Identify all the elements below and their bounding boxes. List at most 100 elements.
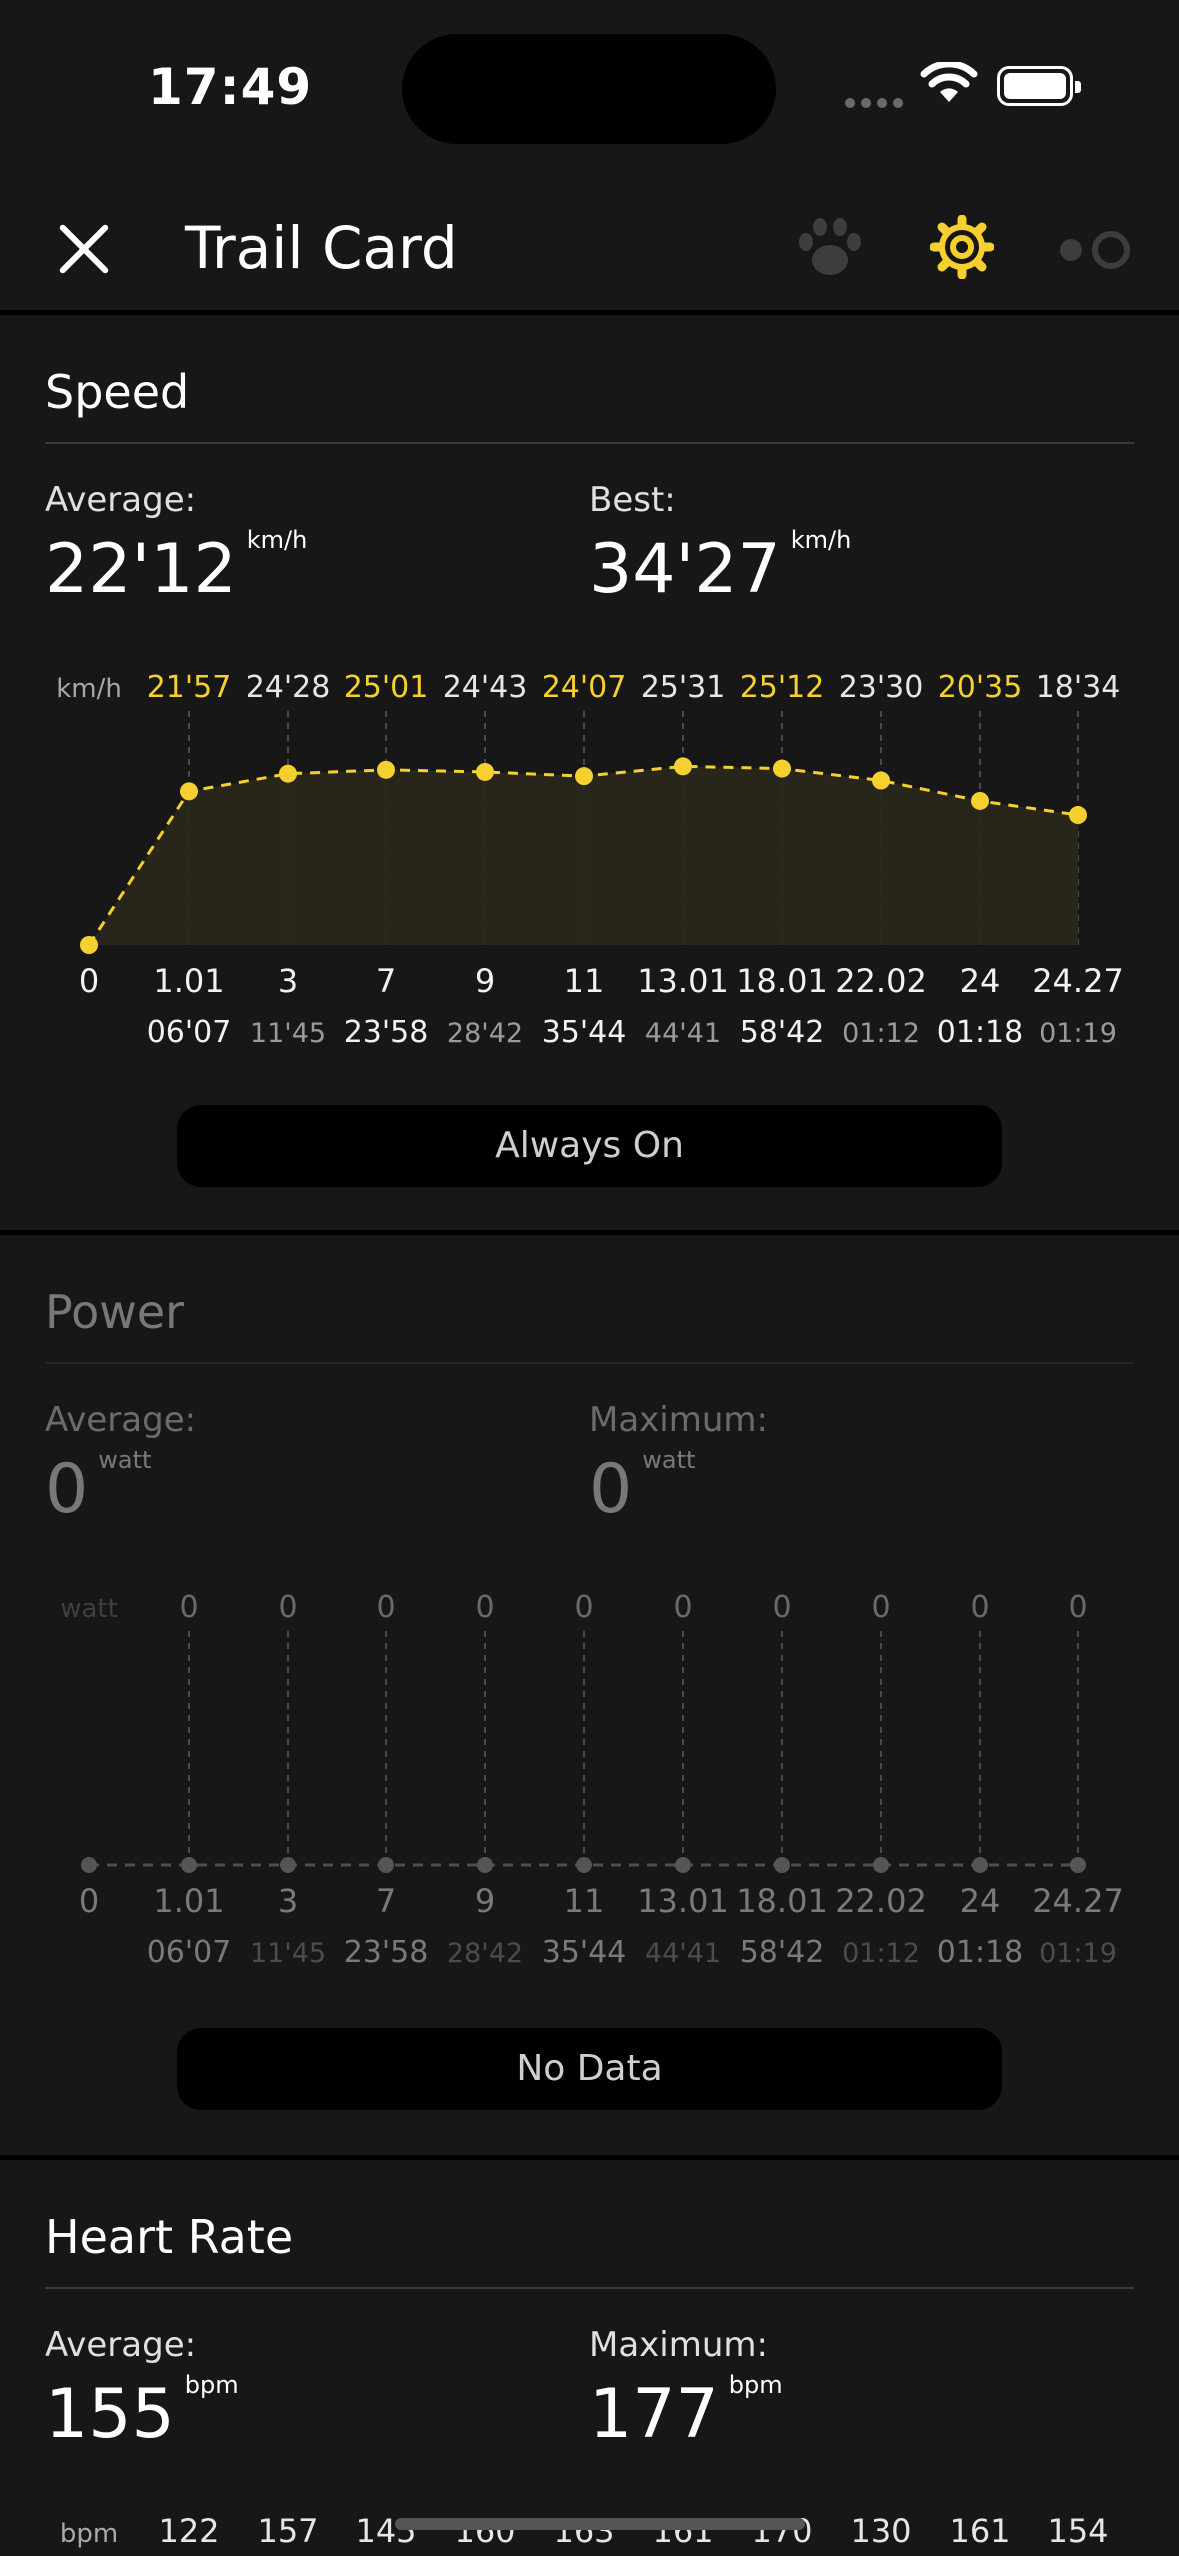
chart-x-distance-label: 0 bbox=[79, 962, 99, 1000]
heart-rate-title-divider bbox=[45, 2287, 1134, 2289]
power-max-unit: watt bbox=[642, 1446, 696, 1474]
heart-rate-card: Heart Rate Average: 155 bpm Maximum: 177 b… bbox=[0, 2160, 1179, 2556]
power-card: Power Average: 0 watt Maximum: 0 watt watt… bbox=[0, 1235, 1179, 2155]
heart-rate-average-label: Average: bbox=[45, 2325, 197, 2365]
chart-area-fill bbox=[89, 766, 1078, 945]
chart-segment-label: 0 bbox=[1068, 1590, 1087, 1625]
no-data-button[interactable]: No Data bbox=[177, 2028, 1002, 2110]
chart-x-distance-label: 24.27 bbox=[1032, 1882, 1124, 1920]
chart-x-distance-label: 22.02 bbox=[835, 962, 927, 1000]
section-divider bbox=[0, 2155, 1179, 2160]
heart-rate-average-value: 155 bpm bbox=[45, 2371, 239, 2454]
chart-segment-label: 0 bbox=[179, 1590, 198, 1625]
chart-point bbox=[773, 759, 791, 778]
speed-card: Speed Average: 22'12 km/h Best: 34'27 km/h… bbox=[0, 315, 1179, 1230]
chart-segment-label: 0 bbox=[772, 1590, 791, 1625]
battery-icon bbox=[997, 66, 1081, 106]
power-average-label: Average: bbox=[45, 1400, 197, 1440]
chart-x-time-label: 01:18 bbox=[937, 1015, 1023, 1050]
chart-x-time-label: 01:12 bbox=[842, 1018, 920, 1049]
chart-x-distance-label: 18.01 bbox=[736, 962, 828, 1000]
chart-axis-unit: watt bbox=[60, 1594, 118, 1624]
chart-point bbox=[181, 1857, 197, 1873]
chart-x-distance-label: 11 bbox=[564, 1882, 605, 1920]
heart-rate-max-label: Maximum: bbox=[589, 2325, 768, 2365]
chart-segment-label: 0 bbox=[871, 1590, 890, 1625]
chart-x-distance-label: 13.01 bbox=[637, 962, 729, 1000]
chart-x-distance-label: 24 bbox=[960, 962, 1001, 1000]
heart-rate-unit: bpm bbox=[184, 2371, 239, 2399]
status-bar: 17:49 bbox=[0, 0, 1179, 180]
chart-point bbox=[377, 760, 395, 779]
power-average-value: 0 watt bbox=[45, 1446, 152, 1529]
speed-title-divider bbox=[45, 442, 1134, 444]
chart-x-distance-label: 18.01 bbox=[736, 1882, 828, 1920]
chart-segment-label: 0 bbox=[475, 1590, 494, 1625]
chart-x-time-label: 01:18 bbox=[937, 1935, 1023, 1970]
chart-segment-label: 161 bbox=[949, 2512, 1010, 2550]
chart-point bbox=[971, 791, 989, 810]
chart-x-distance-label: 11 bbox=[564, 962, 605, 1000]
chart-x-time-label: 11'45 bbox=[250, 1938, 326, 1969]
chart-point bbox=[873, 1857, 889, 1873]
dynamic-island bbox=[402, 34, 776, 144]
chart-segment-label: 25'12 bbox=[740, 670, 825, 705]
chart-segment-label: 130 bbox=[850, 2512, 911, 2550]
heart-rate-max-value: 177 bpm bbox=[589, 2371, 783, 2454]
chart-segment-label: 24'07 bbox=[542, 670, 627, 705]
chart-axis-unit: km/h bbox=[56, 674, 122, 704]
chart-point bbox=[280, 1857, 296, 1873]
chart-point bbox=[872, 771, 890, 790]
power-chart: watt 0 0 0 0 0 0 0 0 0 0 0 1.01 3 7 9 11 13.01 18.01 22.02 2… bbox=[60, 1590, 1124, 1970]
section-divider bbox=[0, 1230, 1179, 1235]
chart-x-time-label: 28'42 bbox=[447, 1938, 523, 1969]
chart-point bbox=[476, 762, 494, 781]
toggle-icon[interactable] bbox=[1057, 228, 1133, 272]
home-indicator bbox=[395, 2518, 805, 2530]
chart-point bbox=[1069, 806, 1087, 825]
chart-x-time-label: 44'41 bbox=[645, 1018, 721, 1049]
paw-icon[interactable] bbox=[796, 216, 864, 280]
chart-x-time-label: 01:19 bbox=[1039, 1018, 1117, 1049]
section-divider bbox=[0, 310, 1179, 315]
chart-segment-label: 25'01 bbox=[344, 670, 429, 705]
close-icon[interactable] bbox=[55, 220, 113, 278]
chart-x-distance-label: 22.02 bbox=[835, 1882, 927, 1920]
heart-rate-title: Heart Rate bbox=[45, 2210, 294, 2264]
chart-segment-label: 157 bbox=[257, 2512, 318, 2550]
chart-x-time-label: 06'07 bbox=[147, 1935, 232, 1970]
speed-average-value: 22'12 km/h bbox=[45, 526, 308, 609]
chart-axis-unit: bpm bbox=[60, 2519, 118, 2549]
gear-icon[interactable] bbox=[930, 215, 994, 279]
chart-x-distance-label: 1.01 bbox=[153, 1882, 224, 1920]
chart-segment-label: 24'28 bbox=[246, 670, 331, 705]
chart-point bbox=[1070, 1857, 1086, 1873]
speed-best-label: Best: bbox=[589, 480, 676, 520]
chart-segment-label: 23'30 bbox=[839, 670, 924, 705]
speed-unit: km/h bbox=[246, 526, 308, 554]
chart-segment-label: 0 bbox=[278, 1590, 297, 1625]
page-title: Trail Card bbox=[185, 214, 458, 282]
always-on-button[interactable]: Always On bbox=[177, 1105, 1002, 1187]
chart-segment-label: 25'31 bbox=[641, 670, 726, 705]
chart-point bbox=[80, 936, 98, 954]
chart-segment-label: 0 bbox=[376, 1590, 395, 1625]
chart-segment-label: 24'43 bbox=[443, 670, 528, 705]
chart-point bbox=[378, 1857, 394, 1873]
power-title-divider bbox=[45, 1362, 1134, 1364]
wifi-icon bbox=[920, 62, 978, 102]
chart-x-time-label: 28'42 bbox=[447, 1018, 523, 1049]
chart-x-time-label: 23'58 bbox=[344, 1935, 429, 1970]
chart-point bbox=[674, 757, 692, 776]
chart-x-distance-label: 24.27 bbox=[1032, 962, 1124, 1000]
power-unit: watt bbox=[98, 1446, 152, 1474]
power-title: Power bbox=[45, 1285, 185, 1339]
chart-point bbox=[675, 1857, 691, 1873]
chart-x-distance-label: 0 bbox=[79, 1882, 99, 1920]
chart-x-distance-label: 3 bbox=[278, 962, 298, 1000]
signal-icon bbox=[845, 93, 909, 112]
status-time: 17:49 bbox=[148, 58, 313, 116]
chart-x-distance-label: 1.01 bbox=[153, 962, 224, 1000]
chart-segment-label: 18'34 bbox=[1036, 670, 1121, 705]
chart-point bbox=[180, 782, 198, 801]
